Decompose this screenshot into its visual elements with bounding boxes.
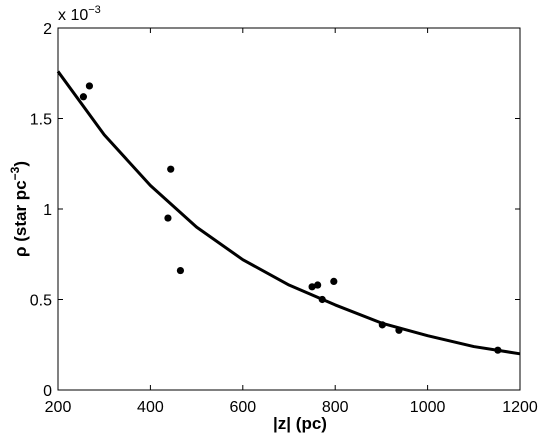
y-tick-label: 0 [43,383,52,400]
x-tick-label: 200 [45,399,72,416]
x-axis-label: |z| (pc) [273,414,327,433]
data-point [494,346,502,354]
y-multiplier: x 10−3 [58,4,101,24]
fit-curve-line [56,70,521,356]
y-tick-label: 2 [43,21,52,38]
fit-curve-group [56,70,521,356]
data-point [318,295,326,304]
data-point [330,277,338,285]
x-tick-label: 1200 [502,399,538,416]
y-tick-label: 1 [43,202,52,219]
data-point [176,266,185,275]
plot-frame [57,27,521,391]
x-tick-label: 800 [322,399,349,416]
data-point [167,165,175,173]
x-tick-label: 600 [229,399,256,416]
data-point [85,82,94,90]
plot-area [58,28,520,390]
data-point [79,93,88,101]
data-point [378,321,386,329]
data-points [79,82,502,354]
y-tick-label: 1.5 [30,112,52,129]
data-point [314,281,322,289]
tick-labels: 200 400 600 800 1000 1200 0 0.5 1 1.5 2 [30,21,538,416]
data-point [308,283,316,291]
y-tick-label: 0.5 [30,293,52,310]
data-point [395,326,403,334]
data-point [164,214,172,222]
x-tick-label: 1000 [410,399,446,416]
y-axis-label: ρ (star pc−3) [8,161,30,257]
x-tick-label: 400 [137,399,164,416]
